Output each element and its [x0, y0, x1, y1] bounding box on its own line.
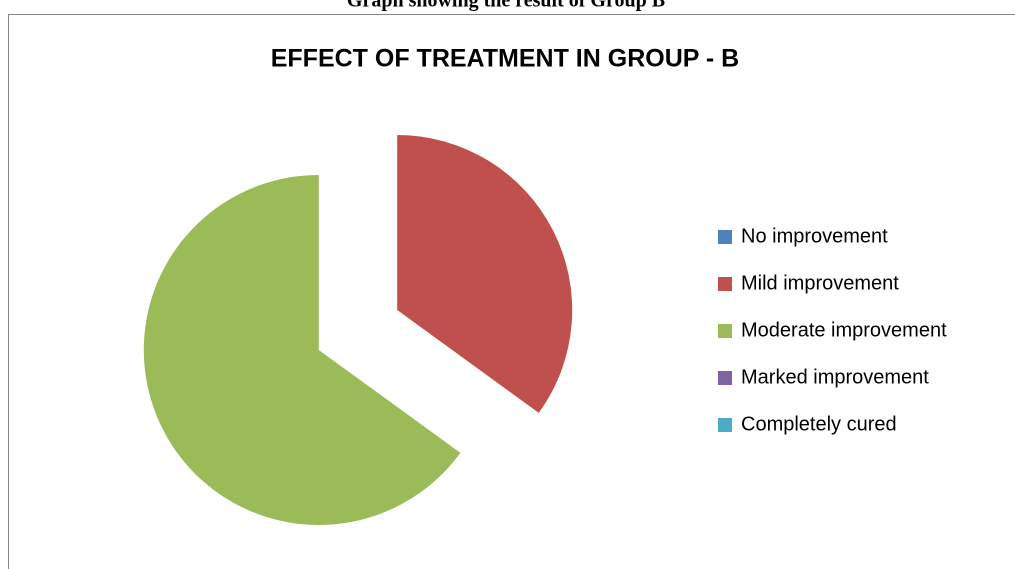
legend-label: Mild improvement	[741, 272, 899, 294]
legend-swatch	[718, 418, 732, 432]
legend-label: Moderate improvement	[741, 319, 947, 341]
legend-label: No improvement	[741, 225, 888, 247]
legend-label: Marked improvement	[741, 366, 929, 388]
legend-swatch	[718, 324, 732, 338]
legend-swatch	[718, 277, 732, 291]
caption: Graph showing the result of Group B	[347, 0, 665, 12]
chart-title: EFFECT OF TREATMENT IN GROUP - B	[271, 45, 740, 73]
legend-swatch	[718, 371, 732, 385]
legend-label: Completely cured	[741, 413, 897, 435]
pie-slice	[397, 135, 573, 413]
legend-swatch	[718, 230, 732, 244]
pie-slice	[143, 174, 461, 525]
